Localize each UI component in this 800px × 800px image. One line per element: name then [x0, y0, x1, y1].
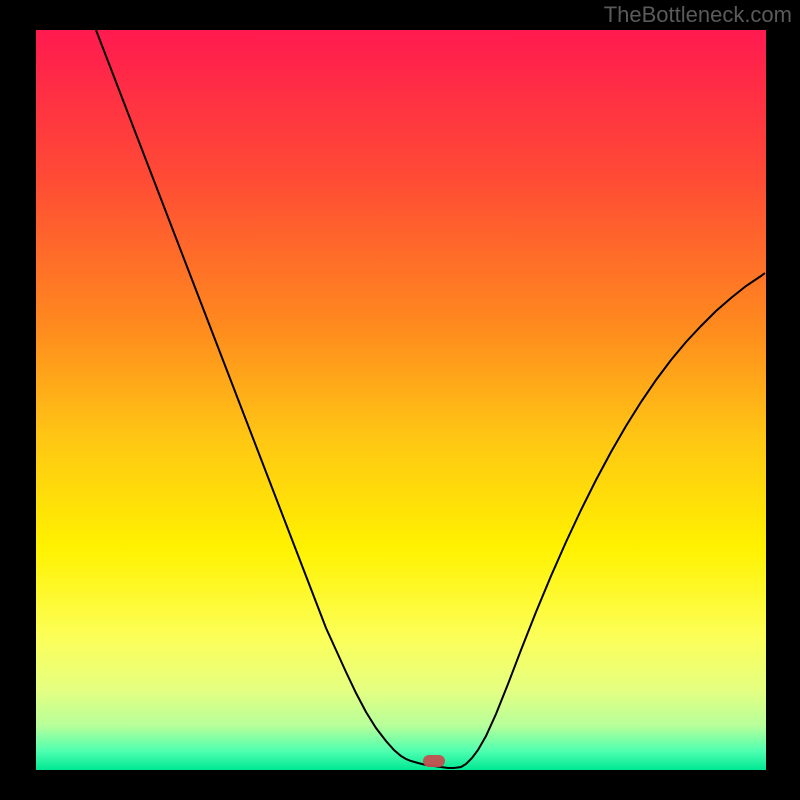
watermark-text: TheBottleneck.com [604, 2, 792, 28]
optimum-marker [423, 755, 445, 767]
chart-plot-area [36, 30, 766, 770]
gradient-background [36, 30, 766, 770]
